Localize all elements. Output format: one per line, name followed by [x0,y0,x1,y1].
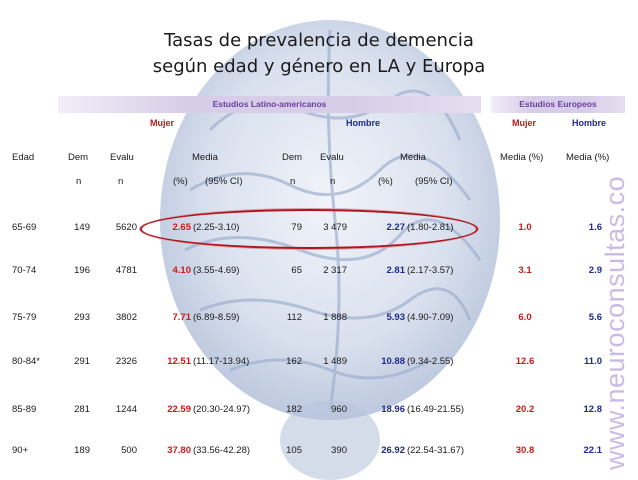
col-header-mujer-eval-n: n [118,176,124,187]
cell-m-dem: 281 [74,404,90,415]
cell-h-ci: (9.34-2.55) [407,356,454,367]
cell-h-dem: 182 [286,404,302,415]
cell-h-media: 2.81 [386,265,406,276]
cell-m-ci: (3.55-4.69) [193,265,240,276]
group-header-european: Estudios Europeos [491,96,625,113]
cell-edad: 85-89 [12,404,37,415]
cell-m-ci: (11.17-13.94) [193,356,250,367]
cell-eu-h: 1.6 [588,222,602,233]
col-header-mujer-pct: (%) [173,176,188,187]
cell-eu-m: 3.1 [518,265,532,276]
cell-h-eval: 960 [331,404,347,415]
cell-m-media: 22.59 [167,404,191,415]
subheader-la-mujer: Mujer [150,118,175,128]
col-header-hombre-dem: Dem [282,152,303,163]
cell-eu-m: 20.2 [515,404,535,415]
cell-m-dem: 149 [74,222,90,233]
cell-edad: 65-69 [12,222,37,233]
cell-h-media: 26.92 [381,445,405,456]
cell-m-media: 12.51 [167,356,191,367]
cell-m-eval: 4781 [115,265,137,276]
cell-h-ci: (22.54-31.67) [407,445,465,456]
cell-edad: 75-79 [12,312,37,323]
col-header-mujer-dem: Dem [68,152,89,163]
cell-m-eval: 5620 [115,222,137,233]
cell-m-eval: 2326 [115,356,137,367]
col-header-mujer-eval: Evalu [110,152,134,163]
watermark: www.neuroconsultas.co [600,175,630,470]
group-header-latin-american: Estudios Latino-americanos [58,96,481,113]
cell-m-dem: 196 [74,265,90,276]
cell-eu-h: 5.6 [588,312,602,323]
col-header-mujer-media: Media [192,152,218,163]
cell-h-dem: 162 [286,356,302,367]
cell-edad: 80-84* [12,356,40,367]
cell-eu-h: 22.1 [583,445,603,456]
cell-m-media: 37.80 [167,445,191,456]
subheader-la-hombre: Hombre [346,118,381,128]
col-header-hombre-ci: (95% CI) [415,176,453,187]
col-header-hombre-pct: (%) [378,176,393,187]
col-header-mujer-dem-n: n [76,176,82,187]
cell-eu-m: 12.6 [515,356,535,367]
subheader-eu-mujer: Mujer [512,118,537,128]
cell-m-ci: (20.30-24.97) [193,404,251,415]
cell-m-ci: (6.89-8.59) [193,312,240,323]
cell-h-eval: 2 317 [323,265,347,276]
subheader-eu-hombre: Hombre [572,118,607,128]
cell-eu-m: 30.8 [515,445,535,456]
col-header-hombre-media: Media [400,152,426,163]
col-header-hombre-eval: Evalu [320,152,344,163]
cell-eu-h: 12.8 [583,404,603,415]
col-header-mujer-ci: (95% CI) [205,176,243,187]
cell-h-dem: 112 [286,312,302,323]
cell-h-dem: 65 [291,265,302,276]
cell-h-ci: (4.90-7.09) [407,312,454,323]
cell-m-media: 4.10 [172,265,192,276]
cell-h-media: 10.88 [381,356,405,367]
cell-eu-m: 6.0 [518,312,532,323]
cell-h-eval: 390 [331,445,347,456]
cell-m-eval: 3802 [115,312,137,323]
cell-m-ci: (33.56-42.28) [193,445,251,456]
cell-eu-h: 11.0 [584,356,602,367]
title-line-1: Tasas de prevalencia de demencia [164,30,474,51]
highlight-oval [140,209,478,249]
col-header-hombre-eval-n: n [330,176,336,187]
col-header-eu-mujer-media: Media (%) [500,152,544,163]
cell-m-dem: 189 [74,445,90,456]
title-line-2: según edad y género en LA y Europa [152,56,486,77]
cell-eu-h: 2.9 [588,265,602,276]
col-header-eu-hombre-media: Media (%) [566,152,610,163]
col-header-edad: Edad [12,152,35,163]
cell-m-eval: 1244 [115,404,137,415]
cell-h-dem: 105 [286,445,302,456]
cell-h-eval: 1 489 [323,356,347,367]
cell-edad: 70-74 [12,265,37,276]
col-header-hombre-dem-n: n [290,176,296,187]
cell-eu-m: 1.0 [518,222,532,233]
cell-m-dem: 293 [74,312,90,323]
cell-h-media: 18.96 [381,404,405,415]
page-title: Tasas de prevalencia de demencia según e… [0,28,638,80]
cell-h-ci: (2.17-3.57) [407,265,454,276]
cell-m-dem: 291 [74,356,90,367]
cell-h-eval: 1 888 [323,312,347,323]
cell-h-media: 5.93 [386,312,406,323]
cell-edad: 90+ [12,445,29,456]
cell-m-media: 7.71 [172,312,192,323]
cell-h-ci: (16.49-21.55) [407,404,465,415]
cell-m-eval: 500 [121,445,137,456]
